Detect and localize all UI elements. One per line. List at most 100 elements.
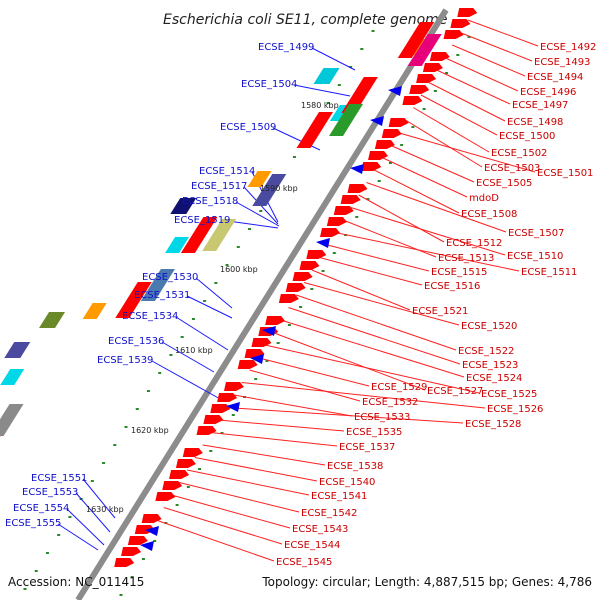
gene-label[interactable]: ECSE_1540 [319, 477, 375, 488]
gene-label[interactable]: ECSE_1496 [520, 87, 576, 98]
kbp-ruler: 1580 kbp 1590 kbp 1600 kbp 1610 kbp 1620… [86, 101, 339, 514]
gene-label[interactable]: ECSE_1543 [292, 524, 348, 535]
leader-line [389, 144, 475, 183]
left-gene-labels: ECSE_1499 ECSE_1504 ECSE_1509 ECSE_1514 … [5, 42, 314, 529]
gene-label[interactable]: ECSE_1532 [362, 397, 418, 408]
leader-line [210, 432, 338, 447]
tick-mark [119, 594, 123, 596]
tick-mark [34, 570, 38, 572]
leader-line [175, 316, 229, 351]
gene-label[interactable]: ECSE_1533 [354, 412, 410, 423]
gene-box [115, 282, 152, 318]
tick-mark [68, 516, 72, 518]
gene-label[interactable]: ECSE_1524 [466, 373, 522, 384]
tick-mark [186, 486, 190, 488]
gene-label[interactable]: ECSE_1537 [339, 442, 395, 453]
gene-label[interactable]: ECSE_1497 [512, 100, 568, 111]
gene-label[interactable]: ECSE_1519 [174, 215, 230, 226]
gene-label[interactable]: ECSE_1517 [191, 181, 247, 192]
gene-label[interactable]: ECSE_1534 [122, 311, 178, 322]
gene-label[interactable]: ECSE_1529 [371, 382, 427, 393]
gene-label[interactable]: ECSE_1535 [346, 427, 402, 438]
gene-label[interactable]: ECSE_1511 [521, 267, 577, 278]
gene-label[interactable]: ECSE_1492 [540, 42, 596, 53]
gene-label[interactable]: ECSE_1536 [108, 336, 164, 347]
gene-arrow [127, 536, 148, 545]
gene-label[interactable]: ECSE_1528 [465, 419, 521, 430]
tick-mark [231, 414, 235, 416]
gene-label[interactable]: ECSE_1551 [31, 473, 87, 484]
gene-arrow [114, 558, 135, 567]
gene-label[interactable]: ECSE_1523 [462, 360, 518, 371]
gene-arrow [347, 184, 368, 193]
gene-label[interactable]: ECSE_1527 [427, 386, 483, 397]
tick-mark [310, 288, 314, 290]
gene-label[interactable]: ECSE_1542 [301, 508, 357, 519]
leader-line [342, 219, 437, 258]
leader-line [75, 492, 111, 533]
gene-arrow [196, 426, 217, 435]
leader-line [288, 307, 461, 365]
leader-line [161, 341, 215, 373]
leader-line [412, 107, 490, 153]
gene-label[interactable]: ECSE_1513 [438, 253, 494, 264]
gene-label[interactable]: ECSE_1530 [142, 272, 198, 283]
gene-label[interactable]: ECSE_1555 [5, 518, 61, 529]
gene-label[interactable]: ECSE_1553 [22, 487, 78, 498]
gene-label[interactable]: ECSE_1526 [487, 404, 543, 415]
map-title: Escherichia coli SE11, complete genome [163, 12, 447, 28]
tick-mark [388, 162, 392, 164]
gene-box [170, 198, 197, 214]
gene-label[interactable]: ECSE_1509 [220, 122, 276, 133]
gene-label[interactable]: ECSE_1521 [412, 306, 468, 317]
gene-label[interactable]: ECSE_1515 [431, 267, 487, 278]
gene-label[interactable]: ECSE_1494 [527, 72, 583, 83]
gene-label[interactable]: ECSE_1499 [258, 42, 314, 53]
gene-label[interactable]: ECSE_1500 [499, 131, 555, 142]
gene-label[interactable]: ECSE_1525 [481, 389, 537, 400]
gene-arrow [370, 116, 384, 126]
gene-label[interactable]: ECSE_1493 [534, 57, 590, 68]
gene-label[interactable]: ECSE_1503 [484, 163, 540, 174]
kbp-label: 1630 kbp [86, 505, 124, 514]
tick-mark [124, 426, 128, 428]
gene-arrow [162, 481, 183, 490]
gene-label[interactable]: ECSE_1531 [134, 290, 190, 301]
gene-label[interactable]: mdoD [469, 193, 499, 204]
leader-line [171, 494, 291, 529]
tick-mark [265, 360, 269, 362]
gene-arrow [121, 547, 142, 556]
tick-mark [220, 432, 224, 434]
gene-label[interactable]: ECSE_1520 [461, 321, 517, 332]
gene-label[interactable]: ECSE_1545 [276, 557, 332, 568]
gene-label[interactable]: ECSE_1514 [199, 166, 255, 177]
gene-label[interactable]: ECSE_1538 [327, 461, 383, 472]
gene-label[interactable]: ECSE_1539 [97, 355, 153, 366]
leader-line [272, 332, 426, 391]
gene-arrow [182, 448, 203, 457]
gene-label[interactable]: ECSE_1505 [476, 178, 532, 189]
leader-line [358, 194, 445, 243]
gene-label[interactable]: ECSE_1498 [507, 117, 563, 128]
gene-label[interactable]: ECSE_1541 [311, 491, 367, 502]
tick-mark [411, 126, 415, 128]
gene-arrow [409, 85, 430, 94]
gene-label[interactable]: ECSE_1512 [446, 238, 502, 249]
gene-label[interactable]: ECSE_1507 [508, 228, 564, 239]
gene-arrow [285, 283, 306, 292]
gene-arrow [210, 404, 231, 413]
gene-label[interactable]: ECSE_1502 [491, 148, 547, 159]
tick-mark [135, 408, 139, 410]
gene-box [82, 303, 107, 319]
tick-mark [23, 588, 27, 590]
gene-label[interactable]: ECSE_1518 [182, 196, 238, 207]
gene-label[interactable]: ECSE_1554 [13, 503, 69, 514]
gene-label[interactable]: ECSE_1510 [507, 251, 563, 262]
gene-label[interactable]: ECSE_1501 [537, 168, 593, 179]
gene-label[interactable]: ECSE_1508 [461, 209, 517, 220]
gene-label[interactable]: ECSE_1544 [284, 540, 340, 551]
gene-label[interactable]: ECSE_1516 [424, 281, 480, 292]
gene-label[interactable]: ECSE_1504 [241, 79, 297, 90]
gene-label[interactable]: ECSE_1522 [458, 346, 514, 357]
gene-arrow [316, 238, 330, 248]
